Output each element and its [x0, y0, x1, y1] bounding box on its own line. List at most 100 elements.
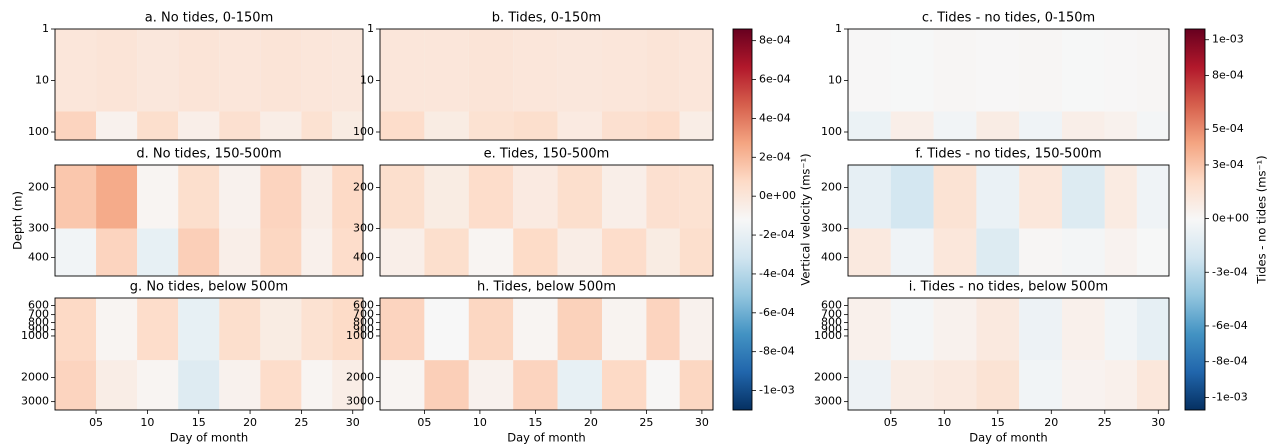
colorbar-tick-label: -2e-04 [759, 228, 795, 241]
colorbar [1185, 29, 1205, 410]
heatmap-cell [260, 165, 302, 229]
heatmap-cell [1136, 165, 1169, 229]
panel-title: a. No tides, 0-150m [145, 11, 273, 26]
heatmap-cell [137, 360, 179, 410]
heatmap-cell [424, 29, 469, 112]
heatmap-cell [1104, 111, 1137, 140]
axes-frame [54, 28, 364, 141]
x-tick-label: 10 [937, 416, 951, 429]
heatmap-cell [55, 298, 97, 361]
panel-title: g. No tides, below 500m [130, 280, 288, 295]
heatmap-cell [468, 111, 514, 140]
x-tick-label: 30 [1151, 416, 1165, 429]
y-tick-label: 10 [360, 74, 374, 87]
x-tick-label: 10 [473, 416, 487, 429]
heatmap-cell [1136, 111, 1169, 140]
y-tick-label: 600 [28, 298, 49, 311]
x-axis-label: Day of month [969, 431, 1047, 445]
heatmap-cell [513, 111, 558, 140]
y-tick-label: 10 [828, 74, 842, 87]
heatmap-cell [976, 228, 1020, 276]
colorbar-tick-label: 0e+00 [1212, 212, 1249, 225]
heatmap-cell [424, 228, 469, 276]
heatmap-cell [1104, 360, 1137, 410]
y-tick-label: 1000 [346, 329, 374, 342]
x-tick-label: 05 [89, 416, 103, 429]
heatmap-cell [890, 298, 934, 361]
heatmap-cell [933, 29, 977, 112]
colorbar-tick-label: -6e-04 [759, 306, 795, 319]
heatmap-cell [602, 360, 647, 410]
y-tick-label: 300 [28, 222, 49, 235]
y-tick-label: 700 [353, 308, 374, 321]
colorbar-tick-label: -8e-04 [1212, 355, 1248, 368]
heatmap-cell [468, 29, 514, 112]
heatmap-cell [602, 29, 647, 112]
x-tick-label: 05 [884, 416, 898, 429]
heatmap-cell [646, 298, 680, 361]
heatmap-cell [646, 29, 680, 112]
heatmap-cell [468, 298, 514, 361]
heatmap-cell [602, 165, 647, 229]
x-axis-label: Day of month [507, 431, 585, 445]
heatmap-cell [513, 228, 558, 276]
y-tick-label: 800 [353, 316, 374, 329]
heatmap-cell [380, 111, 425, 140]
heatmap-cell [219, 228, 261, 276]
heatmap-cell [890, 165, 934, 229]
x-axis-label: Day of month [170, 431, 248, 445]
heatmap-cell [96, 111, 138, 140]
heatmap-cell [679, 111, 713, 140]
x-tick-label: 05 [417, 416, 431, 429]
heatmap-cell [96, 228, 138, 276]
x-tick-label: 25 [294, 416, 308, 429]
heatmap-cell [1062, 298, 1105, 361]
heatmap-cell [1062, 165, 1105, 229]
panel-title: f. Tides - no tides, 150-500m [915, 147, 1101, 162]
heatmap-cell [1136, 298, 1169, 361]
heatmap-cell [557, 360, 602, 410]
y-tick-label: 3000 [21, 395, 49, 408]
y-tick-label: 300 [821, 222, 842, 235]
x-tick-label: 30 [695, 416, 709, 429]
heatmap-cell [468, 165, 514, 229]
axes-frame [847, 28, 1170, 141]
heatmap-cell [1104, 29, 1137, 112]
panel-title: i. Tides - no tides, below 500m [909, 280, 1108, 295]
heatmap-cell [424, 298, 469, 361]
heatmap-cell [260, 360, 302, 410]
colorbar-frame [1184, 28, 1206, 411]
heatmap-cell [380, 29, 425, 112]
heatmap-cell [1019, 298, 1062, 361]
heatmap-cell [178, 165, 220, 229]
heatmap-cell [646, 165, 680, 229]
heatmap-cell [557, 298, 602, 361]
heatmap-cell [513, 360, 558, 410]
y-tick-label: 700 [28, 308, 49, 321]
heatmap-cell [424, 111, 469, 140]
y-tick-label: 600 [821, 298, 842, 311]
y-tick-label: 800 [28, 316, 49, 329]
heatmap-cell [332, 165, 363, 229]
y-tick-label: 900 [821, 323, 842, 336]
heatmap-cell [976, 29, 1020, 112]
heatmap-cell [1136, 29, 1169, 112]
heatmap-cell [976, 360, 1020, 410]
heatmap-cell [468, 360, 514, 410]
heatmap-cell [848, 111, 891, 140]
heatmap-cell [219, 165, 261, 229]
y-tick-label: 900 [353, 323, 374, 336]
y-tick-label: 1 [835, 22, 842, 35]
heatmap-cell [219, 29, 261, 112]
y-tick-label: 1 [42, 22, 49, 35]
heatmap-cell [933, 165, 977, 229]
y-tick-label: 1000 [21, 329, 49, 342]
heatmap-cell [1104, 165, 1137, 229]
colorbar-tick-label: -1e-03 [759, 384, 795, 397]
y-tick-label: 3000 [346, 395, 374, 408]
colorbar-tick-label: 6e-04 [759, 73, 791, 86]
heatmap-cell [933, 298, 977, 361]
y-tick-label: 800 [821, 316, 842, 329]
colorbar-tick-label: 3e-04 [1212, 158, 1244, 171]
